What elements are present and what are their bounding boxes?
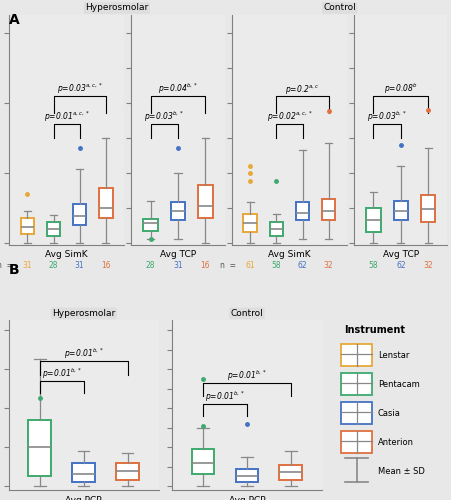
PathPatch shape bbox=[235, 468, 258, 482]
PathPatch shape bbox=[99, 188, 112, 218]
Text: p=0.02$^{a,c,*}$: p=0.02$^{a,c,*}$ bbox=[266, 109, 312, 124]
PathPatch shape bbox=[366, 208, 380, 233]
Text: Hyperosmolar: Hyperosmolar bbox=[52, 309, 115, 318]
Text: Pentacam: Pentacam bbox=[377, 380, 419, 390]
PathPatch shape bbox=[46, 222, 60, 236]
Text: p=0.01$^{b,*}$: p=0.01$^{b,*}$ bbox=[41, 366, 82, 381]
Text: p=0.08$^{b}$: p=0.08$^{b}$ bbox=[383, 81, 417, 96]
Text: 58: 58 bbox=[271, 260, 281, 270]
Text: 31: 31 bbox=[23, 260, 32, 270]
PathPatch shape bbox=[393, 200, 407, 220]
PathPatch shape bbox=[295, 202, 308, 220]
Text: p=0.01$^{b,*}$: p=0.01$^{b,*}$ bbox=[64, 347, 104, 362]
Text: 62: 62 bbox=[297, 260, 307, 270]
Text: 31: 31 bbox=[75, 260, 84, 270]
Text: B: B bbox=[9, 262, 20, 276]
Text: Casia: Casia bbox=[377, 409, 400, 418]
Text: Hyperosmolar: Hyperosmolar bbox=[85, 4, 148, 13]
Text: Control: Control bbox=[322, 4, 355, 13]
Text: p=0.01$^{b,*}$: p=0.01$^{b,*}$ bbox=[226, 368, 267, 383]
X-axis label: Avg PCP: Avg PCP bbox=[228, 496, 265, 500]
X-axis label: Avg TCP: Avg TCP bbox=[382, 250, 418, 259]
PathPatch shape bbox=[279, 464, 302, 480]
PathPatch shape bbox=[72, 462, 95, 482]
Text: Mean ± SD: Mean ± SD bbox=[377, 467, 424, 476]
Text: 61: 61 bbox=[245, 260, 254, 270]
Text: p=0.04$^{b,*}$: p=0.04$^{b,*}$ bbox=[158, 81, 198, 96]
Text: 16: 16 bbox=[101, 260, 110, 270]
FancyBboxPatch shape bbox=[340, 402, 372, 424]
Text: 31: 31 bbox=[173, 260, 183, 270]
PathPatch shape bbox=[20, 218, 34, 234]
Text: Control: Control bbox=[230, 309, 263, 318]
Text: 16: 16 bbox=[200, 260, 210, 270]
PathPatch shape bbox=[269, 222, 283, 236]
Text: p=0.03$^{a,c,*}$: p=0.03$^{a,c,*}$ bbox=[57, 81, 102, 96]
X-axis label: Avg TCP: Avg TCP bbox=[160, 250, 196, 259]
Text: A: A bbox=[9, 12, 20, 26]
Text: 32: 32 bbox=[423, 260, 432, 270]
Text: n  =: n = bbox=[220, 260, 235, 270]
PathPatch shape bbox=[321, 199, 335, 220]
X-axis label: Avg SimK: Avg SimK bbox=[45, 250, 87, 259]
PathPatch shape bbox=[116, 462, 139, 480]
Text: 62: 62 bbox=[395, 260, 405, 270]
FancyBboxPatch shape bbox=[340, 430, 372, 452]
PathPatch shape bbox=[420, 196, 434, 222]
Text: p=0.03$^{b,*}$: p=0.03$^{b,*}$ bbox=[366, 109, 406, 124]
Text: p=0.2$^{a,c}$: p=0.2$^{a,c}$ bbox=[285, 82, 319, 96]
PathPatch shape bbox=[191, 449, 214, 474]
FancyBboxPatch shape bbox=[340, 344, 372, 366]
PathPatch shape bbox=[73, 204, 86, 225]
Text: Instrument: Instrument bbox=[344, 326, 405, 336]
Text: Anterion: Anterion bbox=[377, 438, 413, 447]
PathPatch shape bbox=[198, 185, 212, 218]
PathPatch shape bbox=[170, 202, 185, 220]
Text: 28: 28 bbox=[49, 260, 58, 270]
PathPatch shape bbox=[243, 214, 257, 233]
Text: p=0.01$^{b,*}$: p=0.01$^{b,*}$ bbox=[204, 390, 244, 404]
Text: 58: 58 bbox=[368, 260, 377, 270]
PathPatch shape bbox=[28, 420, 51, 476]
Text: 32: 32 bbox=[323, 260, 333, 270]
PathPatch shape bbox=[143, 219, 157, 230]
Text: n  =: n = bbox=[0, 260, 13, 270]
Text: Lenstar: Lenstar bbox=[377, 352, 409, 360]
FancyBboxPatch shape bbox=[340, 373, 372, 395]
Text: p=0.03$^{b,*}$: p=0.03$^{b,*}$ bbox=[144, 109, 184, 124]
X-axis label: Avg PCP: Avg PCP bbox=[65, 496, 102, 500]
Text: p=0.01$^{a,c,*}$: p=0.01$^{a,c,*}$ bbox=[44, 109, 89, 124]
X-axis label: Avg SimK: Avg SimK bbox=[267, 250, 310, 259]
Text: 28: 28 bbox=[146, 260, 155, 270]
